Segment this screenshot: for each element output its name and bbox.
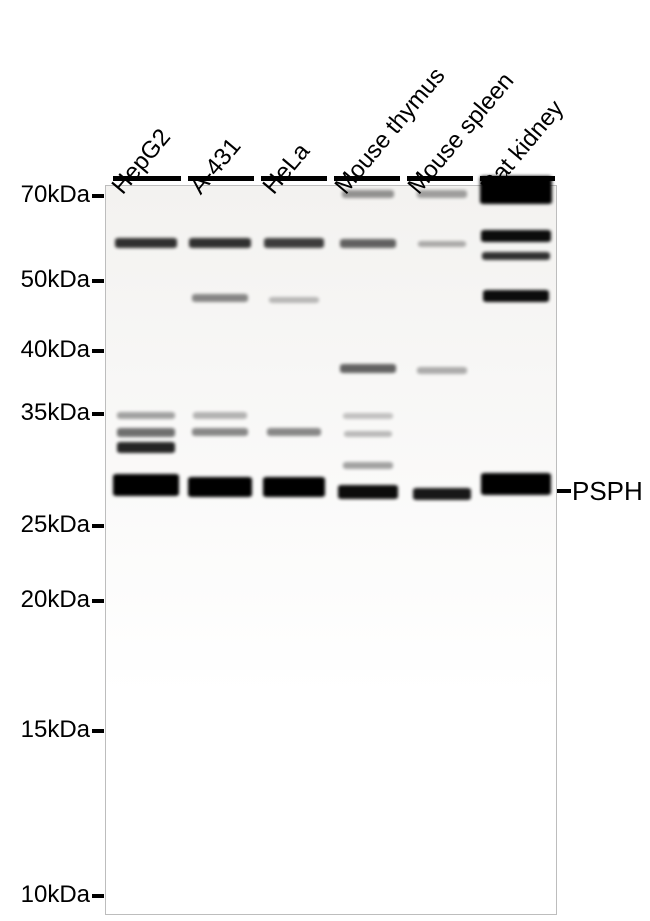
band (343, 462, 393, 469)
mw-label: 20kDa (0, 588, 90, 612)
lane-bar (407, 176, 473, 181)
band (192, 428, 248, 436)
band (193, 412, 247, 419)
band (483, 290, 549, 302)
band (264, 238, 324, 248)
band (343, 413, 393, 419)
band (115, 238, 177, 248)
band (481, 473, 551, 495)
mw-label: 50kDa (0, 268, 90, 292)
westernblot-figure: 70kDa 50kDa 40kDa 35kDa 25kDa 20kDa 15kDa 10kDa… (0, 0, 650, 921)
band (340, 364, 396, 373)
mw-tick (92, 279, 104, 283)
lane-bar (188, 176, 254, 181)
lane-bar (113, 176, 181, 181)
mw-tick (92, 894, 104, 898)
band (418, 241, 466, 247)
band (267, 428, 321, 436)
band (342, 190, 394, 198)
mw-label: 35kDa (0, 401, 90, 425)
mw-tick (92, 412, 104, 416)
lane-bar (261, 176, 327, 181)
band (117, 428, 175, 437)
protein-tick (557, 489, 571, 493)
band (417, 190, 467, 198)
band (338, 485, 398, 499)
mw-label: 15kDa (0, 718, 90, 742)
band (117, 442, 175, 453)
lane-bar (334, 176, 400, 181)
band (192, 294, 248, 302)
protein-label: PSPH (572, 476, 643, 507)
mw-label: 70kDa (0, 183, 90, 207)
band (344, 431, 392, 437)
mw-tick (92, 349, 104, 353)
mw-tick (92, 599, 104, 603)
band (480, 176, 552, 204)
mw-label: 25kDa (0, 513, 90, 537)
mw-tick (92, 729, 104, 733)
band (482, 252, 550, 260)
band (340, 239, 396, 248)
band (117, 412, 175, 419)
band (417, 367, 467, 374)
band (263, 477, 325, 497)
band (189, 238, 251, 248)
mw-label: 10kDa (0, 883, 90, 907)
band (113, 474, 179, 496)
band (413, 488, 471, 500)
band (481, 230, 551, 242)
band (188, 477, 252, 497)
band (269, 297, 319, 303)
mw-tick (92, 524, 104, 528)
mw-tick (92, 194, 104, 198)
mw-label: 40kDa (0, 338, 90, 362)
